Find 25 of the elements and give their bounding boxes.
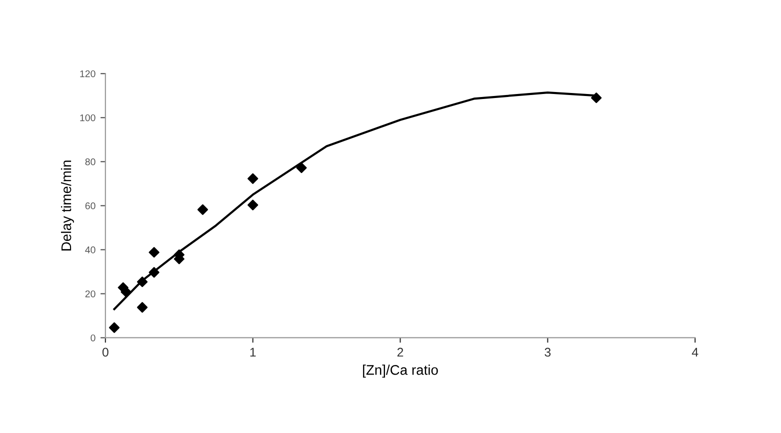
y-tick-label: 0 [90, 334, 96, 342]
point [591, 92, 602, 104]
point [148, 247, 160, 258]
x-tick-label: 4 [692, 348, 698, 357]
y-tick-label: 100 [80, 114, 96, 122]
point [120, 286, 132, 298]
x-tick-label: 2 [397, 348, 404, 357]
point [296, 162, 307, 174]
y-tick-label: 60 [85, 202, 96, 210]
point [197, 204, 208, 215]
point [136, 276, 148, 288]
x-axis-title: [Zn]/Ca ratio [363, 364, 438, 378]
y-tick-label: 120 [80, 70, 96, 78]
x-tick-label: 0 [102, 348, 108, 357]
point [136, 302, 148, 313]
y-tick-label: 40 [85, 246, 96, 254]
point [108, 322, 120, 333]
x-tick-label: 1 [250, 348, 256, 357]
x-tick-label: 3 [544, 348, 551, 357]
y-tick-label: 20 [85, 290, 96, 298]
point [148, 267, 160, 278]
point [248, 200, 258, 210]
y-tick-label: 80 [85, 158, 96, 166]
y-axis-title: Delay time/min [60, 160, 74, 250]
point [248, 173, 258, 184]
